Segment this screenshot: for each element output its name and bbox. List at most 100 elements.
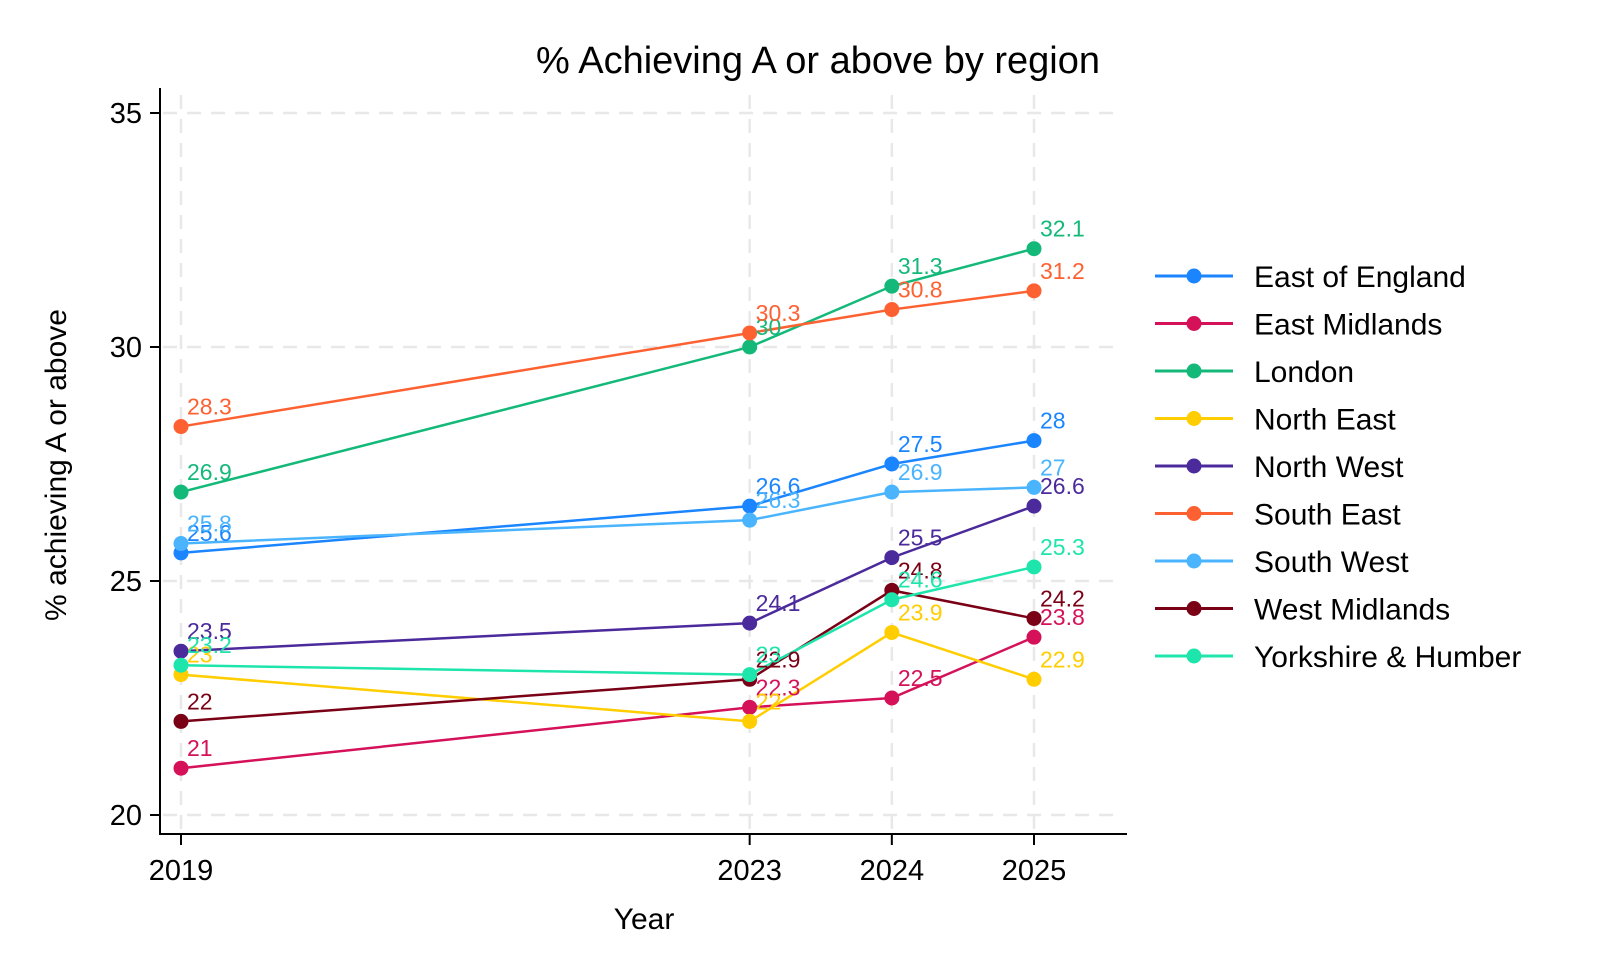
data-point-yorkshire-humber [884,592,900,608]
x-axis-ticks: 2019 2023 2024 2025 [149,834,1067,887]
legend-label: South West [1254,546,1409,579]
data-label-north-east: 23 [187,642,213,668]
y-axis-title: % achieving A or above [40,309,73,621]
data-point-east-midlands [884,690,900,706]
legend-item-north-west: North West [1155,451,1404,484]
chart-title: % Achieving A or above by region [536,40,1100,82]
series-line-yorkshire-humber [180,565,1035,676]
data-label-south-west: 26.3 [756,487,801,513]
data-label-yorkshire-humber: 24.6 [898,567,943,593]
series-line-north-east [180,631,1035,723]
data-label-east-midlands: 22.5 [898,665,943,691]
data-point-north-west [1026,498,1042,514]
legend-marker [1186,553,1202,569]
series [173,241,1042,776]
data-label-east-midlands: 21 [187,735,213,761]
data-label-north-west: 25.5 [898,525,943,551]
legend-item-east-of-england: East of England [1155,261,1466,294]
legend-marker [1186,411,1202,426]
legend-marker [1186,316,1202,331]
series-line-london [180,247,1035,494]
data-label-east-of-england: 25.6 [187,520,232,546]
data-label-north-east: 22.9 [1040,646,1085,672]
x-axis-title: Year [614,903,675,936]
series-line-south-west [180,486,1035,545]
data-label-west-midlands: 24.8 [898,557,943,583]
data-label-north-west: 23.5 [187,618,232,644]
legend-marker [1186,648,1202,664]
series-line-west-midlands [180,589,1035,723]
legend-item-london: London [1155,356,1354,389]
data-label-london: 26.9 [187,459,232,485]
legend-marker [1186,506,1202,521]
legend-marker [1186,268,1202,284]
legend-label: East Midlands [1254,309,1442,342]
data-point-east-midlands [173,760,189,776]
data-point-london [1026,241,1042,257]
legend-item-east-midlands: East Midlands [1155,309,1442,342]
legend-item-west-midlands: West Midlands [1155,594,1450,627]
legend-label: West Midlands [1254,594,1450,627]
data-point-yorkshire-humber [742,667,758,683]
data-point-east-midlands [1026,629,1042,645]
series-line-south-east [180,289,1035,428]
data-label-east-of-england: 27.5 [898,431,943,457]
data-point-north-west [742,615,758,631]
data-label-west-midlands: 24.2 [1040,585,1085,611]
data-point-east-midlands [742,699,758,715]
data-label-yorkshire-humber: 25.3 [1040,534,1085,560]
legend-marker [1186,458,1202,474]
data-label-north-east: 23.9 [898,599,943,625]
data-label-london: 32.1 [1040,216,1085,242]
data-point-east-of-england [742,498,758,514]
legend-label: London [1254,356,1354,389]
data-point-south-west [884,484,900,500]
data-point-south-west [742,512,758,528]
data-point-south-east [1026,283,1042,299]
legend-item-north-east: North East [1155,404,1396,437]
data-point-west-midlands [173,713,189,729]
data-point-east-of-england [1026,433,1042,449]
data-point-south-east [884,302,900,318]
data-label-london: 31.3 [898,253,943,279]
y-axis-ticks: 20 25 30 35 [110,98,160,832]
x-tick-label: 2024 [860,855,925,887]
legend-marker [1186,601,1202,616]
data-point-north-east [1026,671,1042,687]
legend-label: South East [1254,499,1401,532]
data-label-east-midlands: 23.8 [1040,604,1085,630]
data-label-south-east: 31.2 [1040,258,1085,284]
y-tick-label: 30 [110,332,142,364]
data-label-north-west: 24.1 [756,590,801,616]
data-label-north-west: 26.6 [1040,473,1085,499]
data-label-north-east: 22 [756,688,782,714]
legend-item-south-east: South East [1155,499,1401,532]
y-tick-label: 25 [110,566,142,598]
x-tick-label: 2025 [1002,855,1067,887]
data-label-west-midlands: 22.9 [756,646,801,672]
data-point-north-west [173,643,189,659]
data-label-yorkshire-humber: 23.2 [187,632,232,658]
data-label-south-east: 30.8 [898,277,943,303]
data-point-yorkshire-humber [173,657,189,673]
data-point-east-of-england [884,456,900,472]
data-point-north-east [742,713,758,729]
data-point-london [742,339,758,355]
y-tick-label: 35 [110,98,142,130]
data-label-east-of-england: 26.6 [756,473,801,499]
data-label-south-east: 30.3 [756,300,801,326]
legend-item-yorkshire-humber: Yorkshire & Humber [1155,641,1521,674]
data-label-london: 30 [756,314,782,340]
data-point-south-west [1026,479,1042,495]
x-tick-label: 2019 [149,855,214,887]
legend-marker [1186,363,1202,379]
data-point-south-east [173,419,189,435]
legend-item-south-west: South West [1155,546,1409,579]
data-labels: 25.6 26.6 27.5 28 21 22.3 22.5 23.8 26.9 30 31.3 32… [187,216,1085,761]
data-point-west-midlands [1026,610,1042,626]
data-label-south-west: 27 [1040,454,1066,480]
data-point-london [173,484,189,500]
data-label-south-west: 26.9 [898,459,943,485]
data-label-south-west: 25.8 [187,511,232,537]
